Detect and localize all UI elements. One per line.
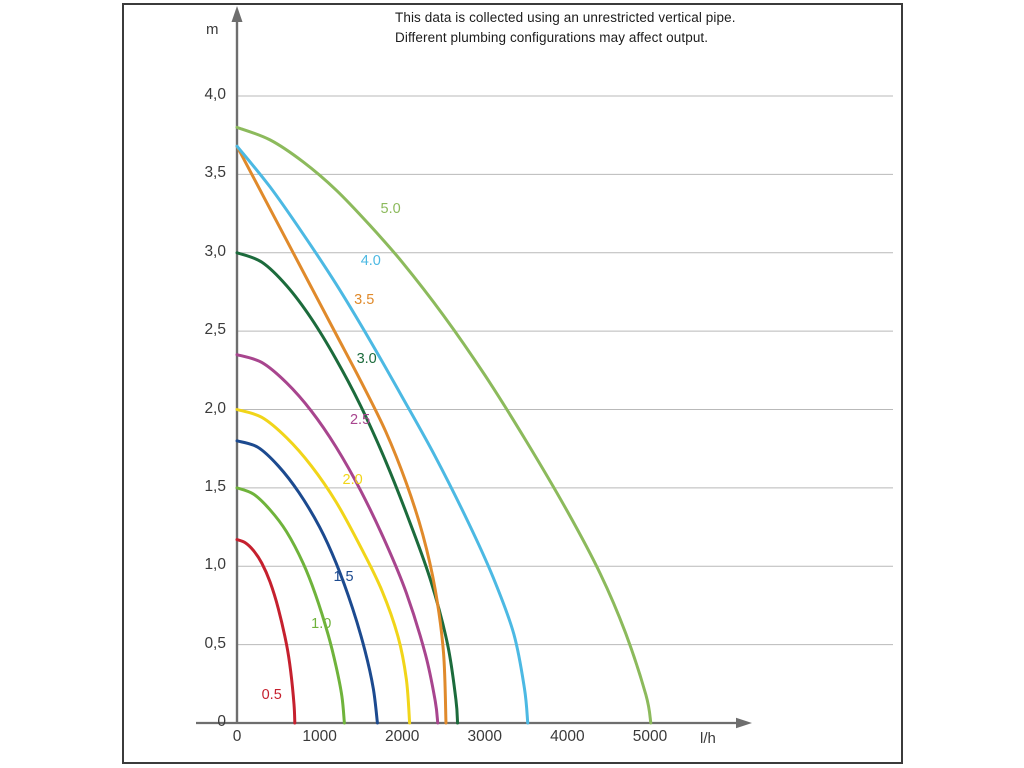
annotation-line-2: Different plumbing configurations may af… [395,30,709,45]
curve-label-0.5: 0.5 [261,686,282,703]
gridlines [237,95,893,646]
curve-label-1.0: 1.0 [311,616,332,633]
chart-frame-border [122,3,903,764]
y-tick-label-4: 4,0 [204,86,226,103]
x-tick-label-5000: 5000 [632,728,668,745]
y-tick-label-0.5: 0,5 [204,634,226,652]
y-tick-label-1: 1,0 [204,556,226,574]
y-axis-arrow [231,6,243,22]
x-tick-label-2000: 2000 [384,728,420,745]
annotation-line-1: This data is collected using an unrestri… [395,10,736,25]
y-tick-label-2: 2,0 [204,399,226,417]
y-axis-unit-label: m [206,21,219,38]
x-tick-label-0: 0 [232,728,242,745]
curve-1.5 [235,439,379,725]
y-tick-label-1.5: 1,5 [204,477,226,495]
chart-annotation: This data is collected using an unrestri… [395,8,825,48]
y-tick-label-2.5: 2,5 [204,321,226,339]
x-tick-label-3000: 3000 [467,728,503,745]
curve-2.0 [235,408,412,725]
axis-lines [196,6,752,729]
curve-3.0 [235,251,460,725]
y-tick-label-0: 0 [217,713,226,730]
curve-label-3.5: 3.5 [354,291,375,308]
x-tick-label-4000: 4000 [550,728,585,745]
curve-label-1.5: 1.5 [333,569,354,586]
y-tick-label-3.5: 3,5 [204,164,226,182]
x-tick-label-1000: 1000 [302,728,337,745]
curve-label-4.0: 4.0 [360,252,381,269]
x-axis-unit-label: l/h [700,730,716,747]
curve-label-2.5: 2.5 [349,412,371,429]
curve-label-5.0: 5.0 [380,200,401,217]
y-tick-label-3: 3,0 [204,242,226,260]
curve-series-group [235,125,653,725]
curve-label-3.0: 3.0 [356,351,377,368]
curve-0.5 [235,538,297,725]
curve-1.0 [235,486,346,725]
curve-2.5 [235,353,440,725]
curve-4.0 [235,144,530,725]
curve-3.5 [235,144,448,725]
curve-5.0 [235,125,653,725]
x-axis-arrow [736,717,752,729]
curve-label-2.0: 2.0 [342,472,363,489]
